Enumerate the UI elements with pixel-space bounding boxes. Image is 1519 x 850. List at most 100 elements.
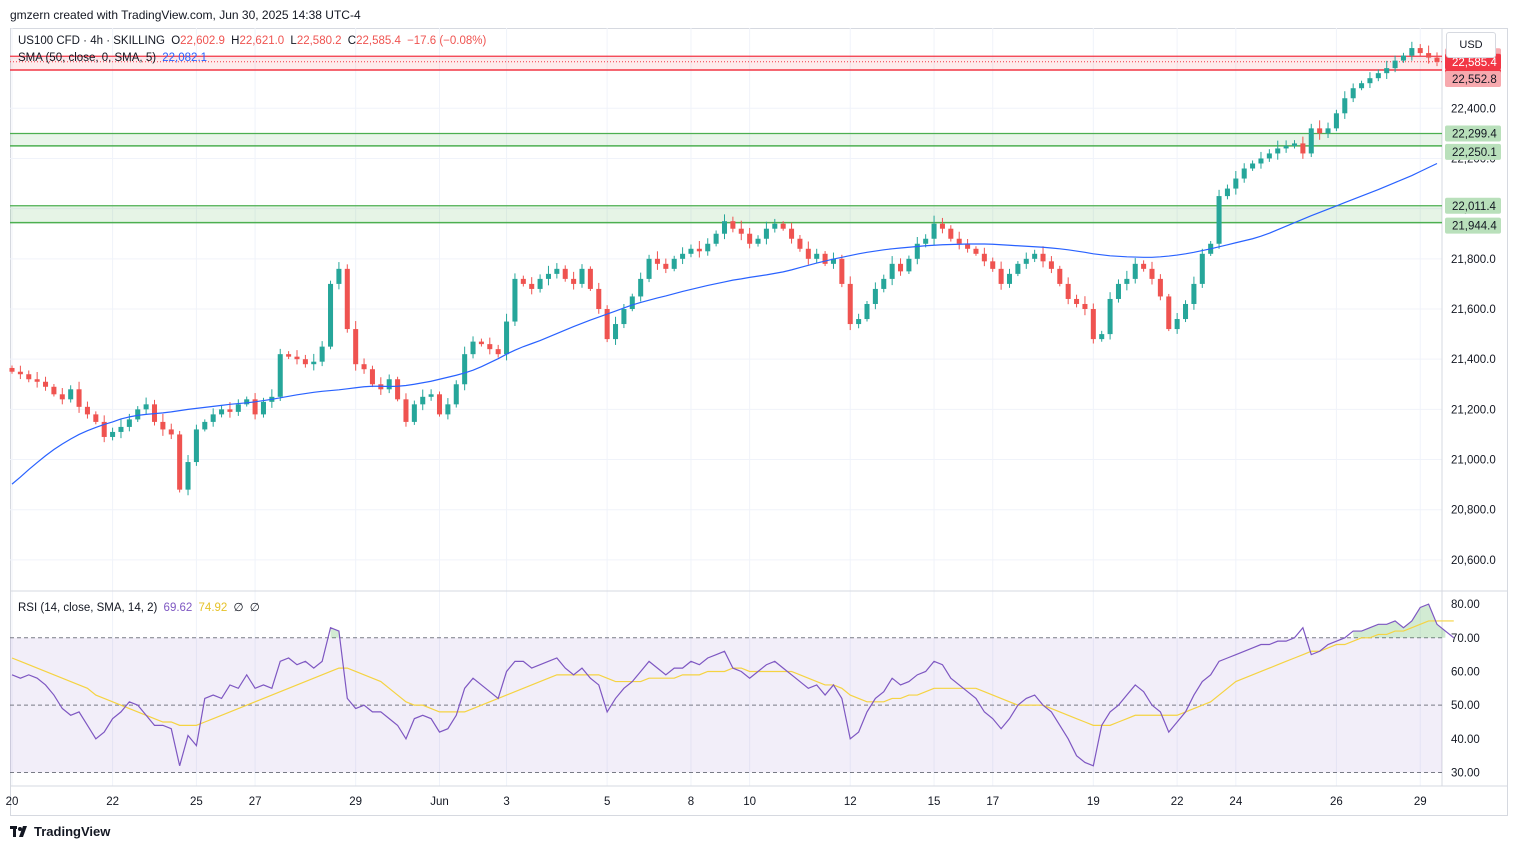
rsi-extra-2: ∅ xyxy=(249,602,260,614)
candle xyxy=(319,346,325,362)
candle xyxy=(68,389,74,400)
time-tick-label: 5 xyxy=(604,796,610,808)
rsi-line xyxy=(11,603,1455,767)
candle xyxy=(545,273,551,279)
candle xyxy=(680,253,686,259)
candle xyxy=(495,349,501,355)
candle xyxy=(839,258,845,284)
candle xyxy=(948,228,954,239)
candle xyxy=(621,309,627,325)
candle xyxy=(747,233,753,244)
candle xyxy=(395,379,401,400)
candle xyxy=(696,248,702,252)
candle xyxy=(1325,128,1331,134)
candle xyxy=(386,379,392,390)
time-tick-label: 22 xyxy=(106,796,119,808)
candle xyxy=(453,384,459,405)
support-2-zone xyxy=(10,205,1442,223)
price-tick-label: 21,000.0 xyxy=(1451,455,1496,467)
candle xyxy=(17,371,23,375)
candle xyxy=(520,278,526,284)
candle xyxy=(26,374,32,380)
sma-legend: SMA (50, close, 0, SMA, 5) 22,082.1 xyxy=(18,52,210,64)
candle xyxy=(1040,253,1046,262)
candle xyxy=(1367,78,1373,84)
price-tick-label: 21,200.0 xyxy=(1451,404,1496,416)
candle xyxy=(1258,158,1264,164)
candle xyxy=(738,228,744,234)
candle xyxy=(830,258,836,264)
candle xyxy=(914,243,920,259)
candle xyxy=(1291,143,1298,146)
candle xyxy=(185,462,191,490)
candle xyxy=(193,429,199,463)
time-tick-label: 8 xyxy=(688,796,694,808)
candle xyxy=(219,409,225,415)
candle xyxy=(76,389,82,407)
rsi-legend: RSI (14, close, SMA, 14, 2) 69.62 74.92 … xyxy=(18,600,263,614)
low-label: L xyxy=(290,35,297,47)
candle xyxy=(93,414,99,422)
candle xyxy=(202,421,208,430)
candle xyxy=(956,238,962,244)
last-price-tag-label: 22,585.4 xyxy=(1452,57,1497,69)
time-tick-label: 22 xyxy=(1171,796,1184,808)
resistance-zone xyxy=(10,56,1442,70)
candle xyxy=(160,421,166,430)
rsi-tick-label: 60.00 xyxy=(1451,666,1480,678)
candle xyxy=(462,354,468,385)
candle xyxy=(906,258,912,272)
candle xyxy=(688,248,694,254)
close-label: C xyxy=(347,35,357,47)
candle xyxy=(118,426,124,432)
candle xyxy=(772,223,778,229)
support-2-bottom-tag xyxy=(1445,217,1501,234)
candle xyxy=(1023,258,1029,264)
price-tick-label: 22,400.0 xyxy=(1451,103,1496,115)
candle xyxy=(638,278,644,297)
resistance-bottom-tag-label: 22,552.8 xyxy=(1452,74,1497,86)
high-label: H xyxy=(231,35,240,47)
rsi-tick-label: 80.00 xyxy=(1451,599,1480,611)
tradingview-brand: TradingView xyxy=(34,824,111,839)
rsi-tick-label: 40.00 xyxy=(1451,734,1480,746)
support-1-top-tag-label: 22,299.4 xyxy=(1452,129,1497,141)
symbol-name: US100 CFD · 4h · SKILLING xyxy=(18,35,165,47)
candle xyxy=(805,248,811,259)
candle xyxy=(797,238,803,249)
candle xyxy=(671,258,677,269)
candle xyxy=(646,258,652,279)
candle xyxy=(84,406,90,415)
sma-label: SMA (50, close, 0, SMA, 5) xyxy=(18,52,157,64)
close-value: 22,585.4 xyxy=(356,35,401,47)
time-tick-label: 12 xyxy=(844,796,857,808)
candle xyxy=(428,394,434,397)
candle xyxy=(981,253,987,262)
open-value: 22,602.9 xyxy=(180,35,225,47)
tradingview-logo: TradingView xyxy=(10,824,110,839)
candle xyxy=(1015,263,1021,274)
candle xyxy=(1342,98,1348,114)
currency-button[interactable]: USD xyxy=(1446,32,1496,58)
candle xyxy=(1141,263,1147,269)
candle xyxy=(713,233,719,244)
support-1-bottom-tag xyxy=(1445,143,1501,160)
candle xyxy=(1183,303,1189,320)
support-1-bottom-tag-label: 22,250.1 xyxy=(1452,147,1497,159)
rsi-tick-label: 70.00 xyxy=(1451,633,1480,645)
candle xyxy=(965,243,971,249)
candle xyxy=(286,354,292,357)
candle xyxy=(411,404,417,422)
price-tick-label: 21,600.0 xyxy=(1451,304,1496,316)
candle xyxy=(847,283,853,325)
time-tick-label: 26 xyxy=(1330,796,1343,808)
candle xyxy=(1308,128,1314,154)
candle xyxy=(1082,303,1088,309)
symbol-legend: US100 CFD · 4h · SKILLING O22,602.9 H22,… xyxy=(18,35,489,47)
candle xyxy=(1074,298,1080,304)
support-2-top-tag xyxy=(1445,197,1501,214)
candle xyxy=(1417,48,1423,54)
support-2-bottom-tag-label: 21,944.4 xyxy=(1452,221,1497,233)
support-2-top-tag-label: 22,011.4 xyxy=(1452,201,1497,213)
